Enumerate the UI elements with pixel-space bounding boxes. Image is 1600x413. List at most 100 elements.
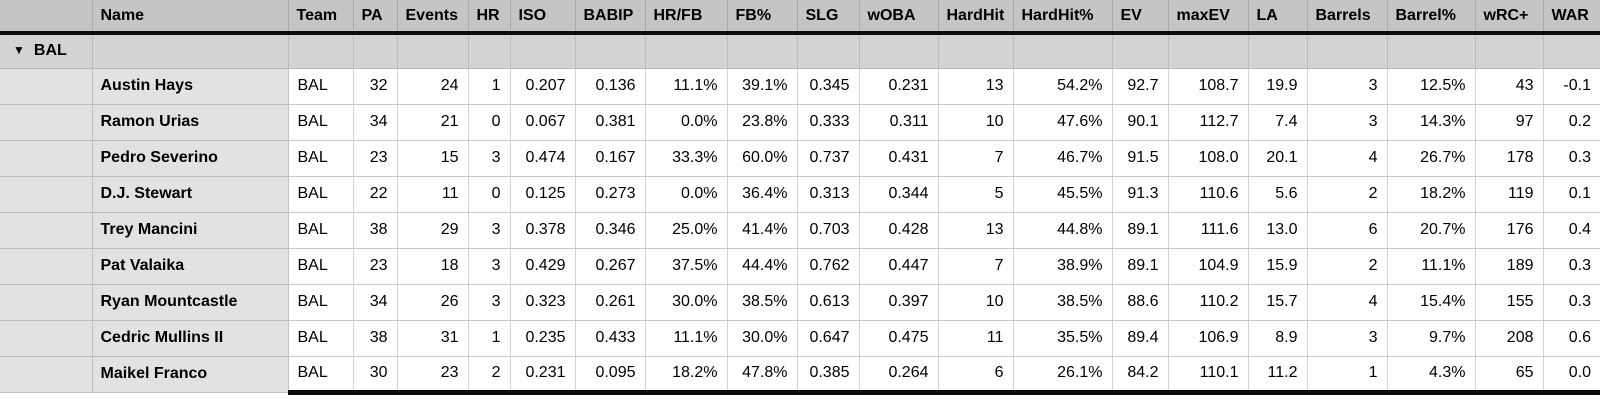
stat-cell-team[interactable]: BAL <box>288 140 354 177</box>
stat-cell-pa[interactable]: 30 <box>353 356 398 395</box>
stat-cell-pa[interactable]: 23 <box>353 248 398 285</box>
stat-cell-barrel_pct[interactable]: 26.7% <box>1387 140 1476 177</box>
stat-cell-wrc_plus[interactable]: 155 <box>1475 284 1544 321</box>
stat-cell-slg[interactable]: 0.762 <box>797 248 860 285</box>
stat-cell-war[interactable]: 0.2 <box>1543 104 1600 141</box>
stat-cell-maxev[interactable]: 110.2 <box>1168 284 1249 321</box>
stat-cell-hardhit_pct[interactable]: 47.6% <box>1013 104 1113 141</box>
stat-cell-events[interactable]: 31 <box>397 320 469 357</box>
row-handle-cell[interactable] <box>0 176 93 213</box>
stat-cell-maxev[interactable]: 110.6 <box>1168 176 1249 213</box>
stat-cell-barrel_pct[interactable]: 4.3% <box>1387 356 1476 395</box>
group-row-cell-la[interactable] <box>1248 33 1308 69</box>
stat-cell-ev[interactable]: 90.1 <box>1112 104 1169 141</box>
group-row-cell-pa[interactable] <box>353 33 398 69</box>
player-name-cell[interactable]: Austin Hays <box>92 68 289 105</box>
stat-cell-woba[interactable]: 0.344 <box>859 176 939 213</box>
group-row-cell-name[interactable] <box>92 33 289 69</box>
stat-cell-barrel_pct[interactable]: 12.5% <box>1387 68 1476 105</box>
stat-cell-fb_pct[interactable]: 38.5% <box>727 284 798 321</box>
stat-cell-maxev[interactable]: 108.0 <box>1168 140 1249 177</box>
stat-cell-hardhit_pct[interactable]: 38.9% <box>1013 248 1113 285</box>
stat-cell-fb_pct[interactable]: 60.0% <box>727 140 798 177</box>
stat-cell-iso[interactable]: 0.429 <box>510 248 576 285</box>
col-header-barrels[interactable]: Barrels <box>1307 0 1388 35</box>
stat-cell-ev[interactable]: 91.3 <box>1112 176 1169 213</box>
stat-cell-slg[interactable]: 0.613 <box>797 284 860 321</box>
stat-cell-slg[interactable]: 0.345 <box>797 68 860 105</box>
stat-cell-events[interactable]: 18 <box>397 248 469 285</box>
group-row-cell-barrel_pct[interactable] <box>1387 33 1476 69</box>
stat-cell-hr[interactable]: 3 <box>468 140 511 177</box>
col-header-name[interactable]: Name <box>92 0 289 35</box>
stat-cell-team[interactable]: BAL <box>288 68 354 105</box>
stat-cell-la[interactable]: 19.9 <box>1248 68 1308 105</box>
stat-cell-events[interactable]: 11 <box>397 176 469 213</box>
stat-cell-hardhit[interactable]: 7 <box>938 248 1014 285</box>
group-row-cell-hardhit_pct[interactable] <box>1013 33 1113 69</box>
group-row-cell-iso[interactable] <box>510 33 576 69</box>
stat-cell-hardhit[interactable]: 5 <box>938 176 1014 213</box>
stat-cell-hardhit_pct[interactable]: 44.8% <box>1013 212 1113 249</box>
stat-cell-iso[interactable]: 0.067 <box>510 104 576 141</box>
col-header-hr[interactable]: HR <box>468 0 511 35</box>
stat-cell-barrel_pct[interactable]: 20.7% <box>1387 212 1476 249</box>
stat-cell-fb_pct[interactable]: 36.4% <box>727 176 798 213</box>
stat-cell-babip[interactable]: 0.381 <box>575 104 646 141</box>
stat-cell-maxev[interactable]: 110.1 <box>1168 356 1249 395</box>
collapse-triangle-icon[interactable]: ▼ <box>13 43 25 58</box>
stat-cell-woba[interactable]: 0.428 <box>859 212 939 249</box>
row-handle-cell[interactable] <box>0 320 93 357</box>
stat-cell-iso[interactable]: 0.378 <box>510 212 576 249</box>
stat-cell-barrels[interactable]: 1 <box>1307 356 1388 395</box>
stat-cell-pa[interactable]: 38 <box>353 212 398 249</box>
col-header-ev[interactable]: EV <box>1112 0 1169 35</box>
stat-cell-hardhit[interactable]: 11 <box>938 320 1014 357</box>
stat-cell-babip[interactable]: 0.267 <box>575 248 646 285</box>
stat-cell-babip[interactable]: 0.273 <box>575 176 646 213</box>
player-name-cell[interactable]: Ramon Urias <box>92 104 289 141</box>
stat-cell-wrc_plus[interactable]: 97 <box>1475 104 1544 141</box>
stat-cell-pa[interactable]: 38 <box>353 320 398 357</box>
stat-cell-events[interactable]: 29 <box>397 212 469 249</box>
stat-cell-ev[interactable]: 92.7 <box>1112 68 1169 105</box>
col-header-woba[interactable]: wOBA <box>859 0 939 35</box>
row-handle-cell[interactable] <box>0 356 93 393</box>
player-name-cell[interactable]: Pat Valaika <box>92 248 289 285</box>
stat-cell-babip[interactable]: 0.433 <box>575 320 646 357</box>
col-header-babip[interactable]: BABIP <box>575 0 646 35</box>
group-row-bal[interactable]: ▼ BAL <box>0 33 1600 69</box>
stat-cell-la[interactable]: 11.2 <box>1248 356 1308 395</box>
col-header-maxev[interactable]: maxEV <box>1168 0 1249 35</box>
stat-cell-slg[interactable]: 0.647 <box>797 320 860 357</box>
stat-cell-events[interactable]: 23 <box>397 356 469 395</box>
row-handle-cell[interactable] <box>0 212 93 249</box>
stat-cell-war[interactable]: 0.3 <box>1543 284 1600 321</box>
col-header-hr_fb[interactable]: HR/FB <box>645 0 728 35</box>
stat-cell-events[interactable]: 15 <box>397 140 469 177</box>
stat-cell-ev[interactable]: 91.5 <box>1112 140 1169 177</box>
stat-cell-hr_fb[interactable]: 0.0% <box>645 176 728 213</box>
stat-cell-hardhit_pct[interactable]: 46.7% <box>1013 140 1113 177</box>
group-row-cell-events[interactable] <box>397 33 469 69</box>
row-handle-cell[interactable] <box>0 104 93 141</box>
stat-cell-ev[interactable]: 89.4 <box>1112 320 1169 357</box>
stat-cell-babip[interactable]: 0.136 <box>575 68 646 105</box>
col-header-war[interactable]: WAR <box>1543 0 1600 35</box>
stat-cell-hr[interactable]: 2 <box>468 356 511 395</box>
group-row-cell-woba[interactable] <box>859 33 939 69</box>
stat-cell-woba[interactable]: 0.475 <box>859 320 939 357</box>
stat-cell-maxev[interactable]: 108.7 <box>1168 68 1249 105</box>
stat-cell-slg[interactable]: 0.313 <box>797 176 860 213</box>
stat-cell-fb_pct[interactable]: 41.4% <box>727 212 798 249</box>
stat-cell-wrc_plus[interactable]: 189 <box>1475 248 1544 285</box>
stat-cell-war[interactable]: 0.0 <box>1543 356 1600 395</box>
col-header-slg[interactable]: SLG <box>797 0 860 35</box>
stat-cell-hardhit_pct[interactable]: 35.5% <box>1013 320 1113 357</box>
stat-cell-team[interactable]: BAL <box>288 320 354 357</box>
stat-cell-babip[interactable]: 0.346 <box>575 212 646 249</box>
stat-cell-barrels[interactable]: 3 <box>1307 104 1388 141</box>
stat-cell-war[interactable]: -0.1 <box>1543 68 1600 105</box>
stat-cell-hr_fb[interactable]: 18.2% <box>645 356 728 395</box>
stat-cell-barrel_pct[interactable]: 14.3% <box>1387 104 1476 141</box>
